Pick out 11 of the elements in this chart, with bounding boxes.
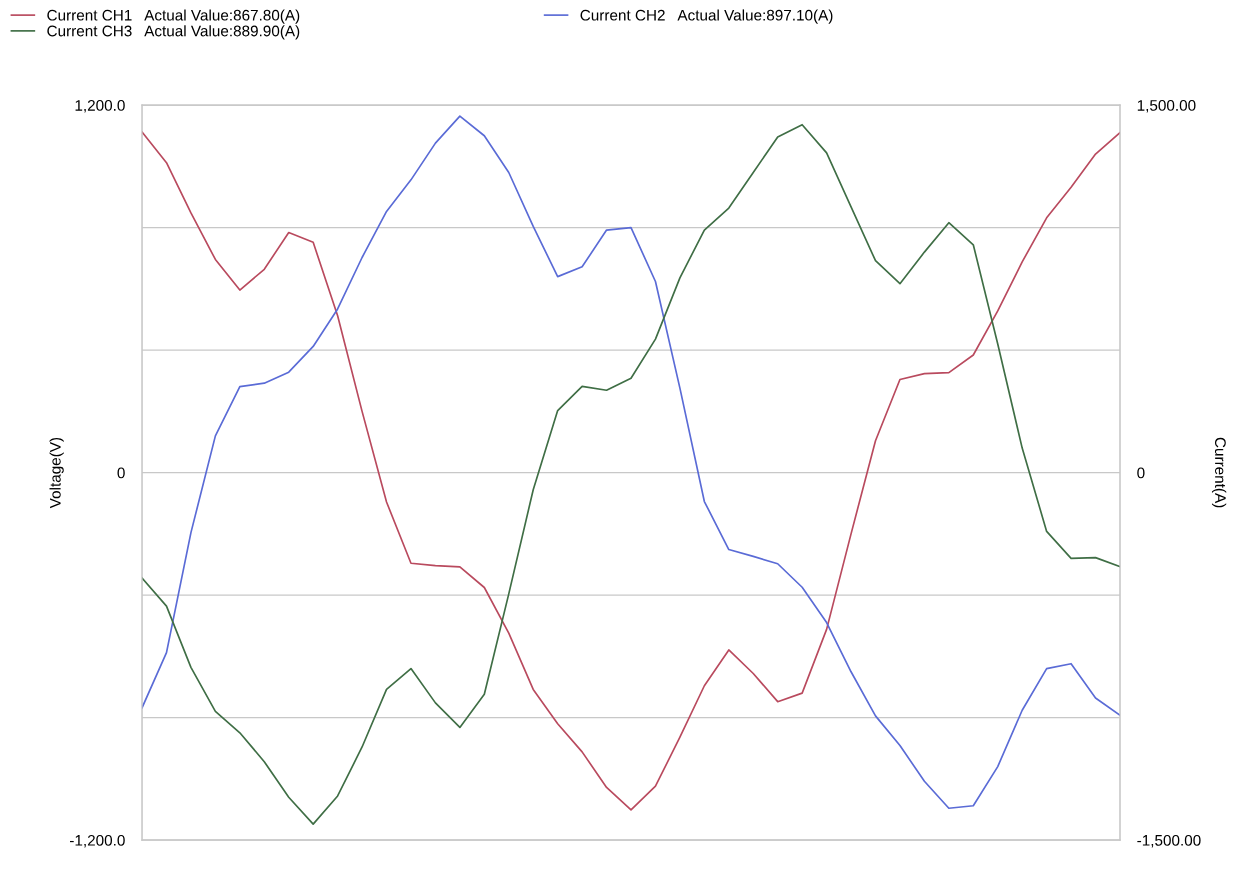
y2-tick-label: 1,500.00	[1137, 99, 1196, 113]
y-tick-label: -1,200.0	[70, 834, 125, 848]
y2-tick-label: -1,500.00	[1137, 834, 1201, 848]
legend-label: Current CH2 Actual Value:897.10(A)	[580, 9, 833, 24]
legend-label: Current CH1 Actual Value:867.80(A)	[47, 9, 300, 24]
y2-tick-label: 0	[1137, 467, 1145, 479]
legend-label: Current CH3 Actual Value:889.90(A)	[47, 25, 300, 40]
y-tick-label: 1,200.0	[75, 99, 125, 113]
y-tick-label: 0	[117, 467, 125, 479]
y-axis-title: Voltage(V)	[49, 437, 64, 509]
y2-axis-title: Current(A)	[1211, 437, 1227, 508]
